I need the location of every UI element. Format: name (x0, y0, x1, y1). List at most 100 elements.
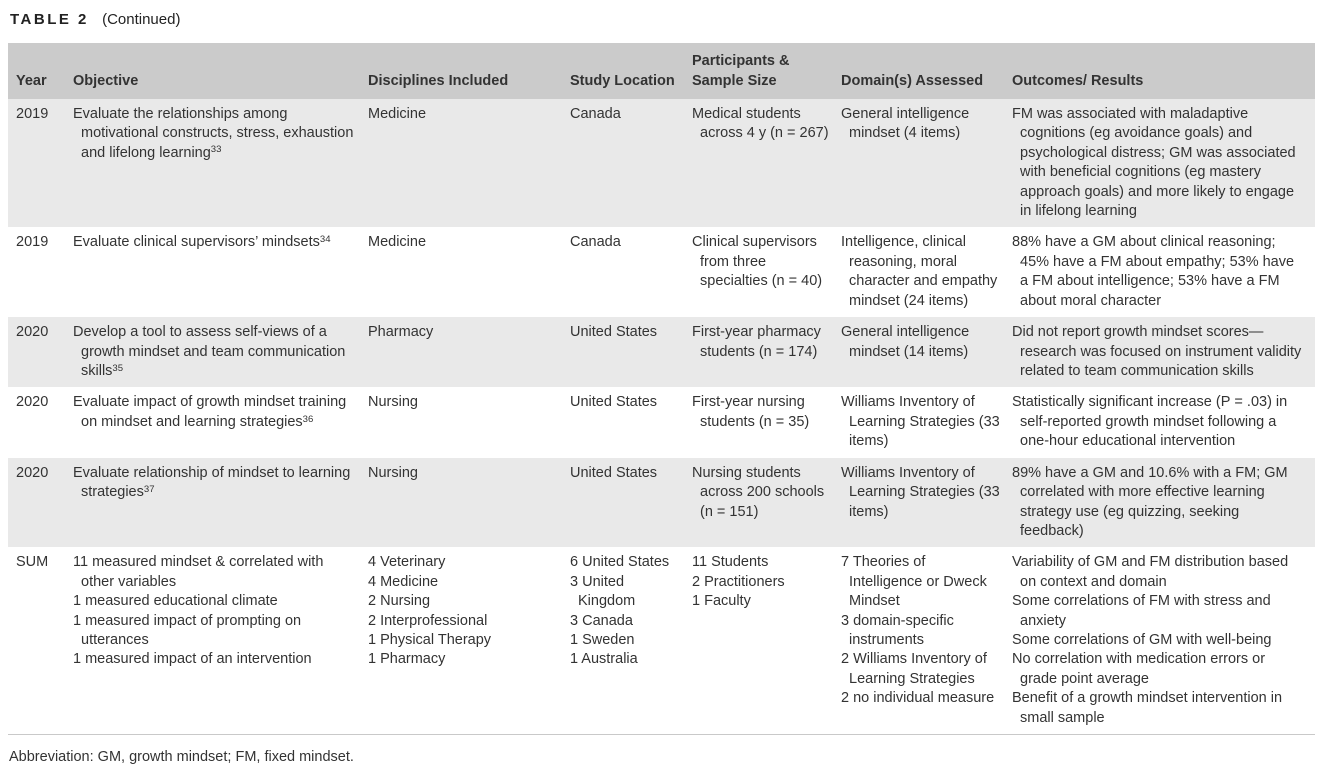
objective-cell: Evaluate impact of growth mindset traini… (73, 387, 368, 457)
study-location-cell: 6 United States 3 United Kingdom 3 Canada 1… (570, 547, 692, 734)
study-location-cell: United States (570, 387, 692, 457)
cell-text: 1 Sweden (570, 632, 635, 649)
cell-text: Medicine (368, 105, 427, 122)
cell-text: 6 United States (570, 554, 670, 571)
cell-text: 2020 (16, 464, 49, 481)
header-row: Year Objective Disciplines Included Stud… (8, 43, 1315, 99)
domains-cell: Williams Inventory of Learning Strategie… (841, 458, 1012, 548)
cell-text: Canada (570, 234, 621, 251)
cell-text: No correlation with medication errors or… (1012, 651, 1266, 687)
cell-text: Evaluate clinical supervisors’ mindsets3… (73, 234, 331, 251)
study-location-cell: Canada (570, 99, 692, 228)
cell-text: Evaluate relationship of mindset to lear… (73, 464, 351, 501)
cell-text: 1 Pharmacy (368, 651, 446, 668)
cell-text: Statistically significant increase (P = … (1012, 394, 1288, 450)
cell-text: Benefit of a growth mindset intervention… (1012, 690, 1283, 726)
cell-text: United States (570, 464, 658, 481)
cell-text: Intelligence, clinical reasoning, moral … (841, 234, 998, 309)
disciplines-cell: Medicine (368, 227, 570, 317)
cell-text: 2 Williams Inventory of Learning Strateg… (841, 651, 987, 687)
cell-text: 2 Nursing (368, 593, 431, 610)
participants-cell: Clinical supervisors from three specialt… (692, 227, 841, 317)
cell-text: Pharmacy (368, 324, 434, 341)
cell-text: Williams Inventory of Learning Strategie… (841, 394, 1000, 450)
disciplines-cell: Nursing (368, 387, 570, 457)
cell-text: 11 Students (692, 554, 769, 571)
domains-cell: 7 Theories of Intelligence or Dweck Mind… (841, 547, 1012, 734)
table-title-continued: (Continued) (102, 11, 181, 28)
domains-cell: Williams Inventory of Learning Strategie… (841, 387, 1012, 457)
table-row: 2019 Evaluate clinical supervisors’ minds… (8, 227, 1315, 318)
cell-text: 1 measured impact of an intervention (73, 651, 312, 668)
col-header-year: Year (8, 43, 73, 99)
cell-text: 11 measured mindset & correlated with ot… (73, 554, 324, 590)
cell-text: First-year nursing students (n = 35) (692, 394, 810, 430)
cell-text: Some correlations of GM with well-being (1012, 632, 1272, 649)
outcomes-cell: Did not report growth mindset scores—res… (1012, 317, 1315, 387)
cell-text: 1 measured educational climate (73, 593, 278, 610)
col-header-objective: Objective (73, 43, 368, 99)
cell-text: Some correlations of FM with stress and … (1012, 593, 1271, 629)
year-cell: 2019 (8, 99, 73, 228)
cell-text: Williams Inventory of Learning Strategie… (841, 464, 1000, 520)
cell-text: Clinical supervisors from three specialt… (692, 234, 823, 290)
col-header-outcomes: Outcomes/ Results (1012, 43, 1315, 99)
cell-text: 3 Canada (570, 612, 633, 629)
table-header: Year Objective Disciplines Included Stud… (8, 43, 1315, 99)
objective-cell: Evaluate relationship of mindset to lear… (73, 458, 368, 548)
year-cell: 2020 (8, 458, 73, 548)
participants-cell: First-year pharmacy students (n = 174) (692, 317, 841, 387)
domains-cell: Intelligence, clinical reasoning, moral … (841, 227, 1012, 317)
year-cell: 2020 (8, 317, 73, 387)
cell-text: 1 Australia (570, 651, 638, 668)
cell-text: Develop a tool to assess self-views of a… (73, 324, 346, 379)
cell-text: 1 Faculty (692, 593, 751, 610)
cell-text: 3 domain-specific instruments (841, 612, 954, 649)
outcomes-cell: 88% have a GM about clinical reasoning; … (1012, 227, 1315, 317)
col-header-participants: Participants & Sample Size (692, 43, 841, 99)
table-row: 2020 Evaluate impact of growth mindset tr… (8, 387, 1315, 458)
objective-cell: Evaluate clinical supervisors’ mindsets3… (73, 227, 368, 317)
cell-text: First-year pharmacy students (n = 174) (692, 324, 821, 360)
cell-text: Nursing (368, 394, 418, 411)
cell-text: 2 no individual measure (841, 690, 995, 707)
study-location-cell: Canada (570, 227, 692, 317)
table-title: TABLE 2 (Continued) (10, 10, 1315, 30)
cell-text: Nursing students across 200 schools (n =… (692, 464, 825, 520)
cell-text: 2 Interprofessional (368, 612, 488, 629)
cell-text: Did not report growth mindset scores—res… (1012, 324, 1302, 379)
cell-text: Nursing (368, 464, 418, 481)
citation-ref: 33 (210, 144, 222, 156)
cell-text: 89% have a GM and 10.6% with a FM; GM co… (1012, 464, 1288, 539)
year-cell: SUM (8, 547, 73, 734)
outcomes-cell: Variability of GM and FM distribution ba… (1012, 547, 1315, 734)
outcomes-cell: FM was associated with maladaptive cogni… (1012, 99, 1315, 228)
cell-text: 1 measured impact of prompting on uttera… (73, 612, 302, 649)
table-row: 2019 Evaluate the relationships among mot… (8, 98, 1315, 228)
cell-text: Canada (570, 105, 621, 122)
citation-ref: 34 (319, 234, 331, 246)
disciplines-cell: 4 Veterinary 4 Medicine 2 Nursing 2 Interpr… (368, 547, 570, 734)
cell-text: 2 Practitioners (692, 573, 785, 590)
results-table: Year Objective Disciplines Included Stud… (8, 43, 1315, 736)
col-header-disciplines: Disciplines Included (368, 43, 570, 99)
cell-text: General intelligence mindset (14 items) (841, 324, 970, 360)
cell-text: 88% have a GM about clinical reasoning; … (1012, 234, 1295, 309)
year-cell: 2020 (8, 387, 73, 457)
table-row: 2020 Evaluate relationship of mindset to … (8, 457, 1315, 548)
objective-cell: Evaluate the relationships among motivat… (73, 99, 368, 228)
cell-text: 2020 (16, 324, 49, 341)
outcomes-cell: 89% have a GM and 10.6% with a FM; GM co… (1012, 458, 1315, 548)
cell-text: Medical students across 4 y (n = 267) (692, 105, 829, 142)
col-header-domains: Domain(s) Assessed (841, 43, 1012, 99)
cell-text: Variability of GM and FM distribution ba… (1012, 554, 1289, 590)
citation-ref: 37 (143, 483, 155, 495)
table-title-label: TABLE 2 (10, 11, 89, 28)
domains-cell: General intelligence mindset (14 items) (841, 317, 1012, 387)
cell-text: 2019 (16, 234, 49, 251)
cell-text: General intelligence mindset (4 items) (841, 105, 970, 142)
cell-text: 1 Physical Therapy (368, 632, 492, 649)
cell-text: Evaluate the relationships among motivat… (73, 105, 354, 161)
participants-cell: Medical students across 4 y (n = 267) (692, 99, 841, 228)
